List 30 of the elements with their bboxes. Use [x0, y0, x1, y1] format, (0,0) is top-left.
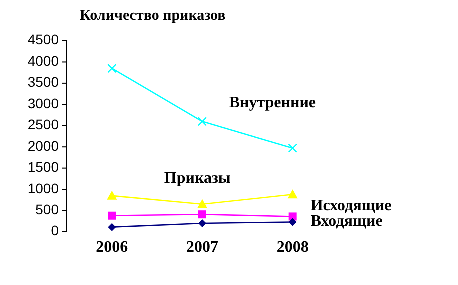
x-tick-label: 2008 — [276, 239, 309, 256]
y-tick-label: 3500 — [28, 74, 60, 90]
point — [198, 199, 208, 208]
point — [108, 64, 117, 74]
point — [198, 210, 206, 219]
y-tick-label: 500 — [36, 201, 60, 218]
point — [108, 212, 116, 220]
series-label: Внутренние — [229, 94, 316, 112]
y-tick-label: 2000 — [28, 138, 60, 154]
point — [108, 223, 116, 232]
series-label: Приказы — [164, 170, 232, 188]
series-label: Входящие — [310, 212, 383, 230]
y-tick-label: 3000 — [28, 95, 60, 112]
point — [288, 212, 297, 221]
y-tick-label: 1500 — [28, 159, 60, 176]
point — [198, 117, 208, 126]
point — [107, 190, 118, 200]
series-label: Исходящие — [310, 197, 392, 214]
y-tick-label: 2500 — [28, 116, 60, 133]
x-tick-label: 2007 — [186, 239, 218, 256]
x-tick-label: 2006 — [96, 239, 128, 256]
chart-title: Количество приказов — [80, 8, 226, 24]
point — [288, 218, 297, 226]
point — [288, 190, 298, 199]
y-tick-label: 0 — [51, 222, 60, 239]
y-tick-label: 4500 — [28, 32, 60, 48]
point — [198, 220, 206, 228]
y-tick-label: 1000 — [28, 180, 60, 196]
y-tick-label: 4000 — [28, 52, 60, 69]
point — [288, 144, 298, 153]
